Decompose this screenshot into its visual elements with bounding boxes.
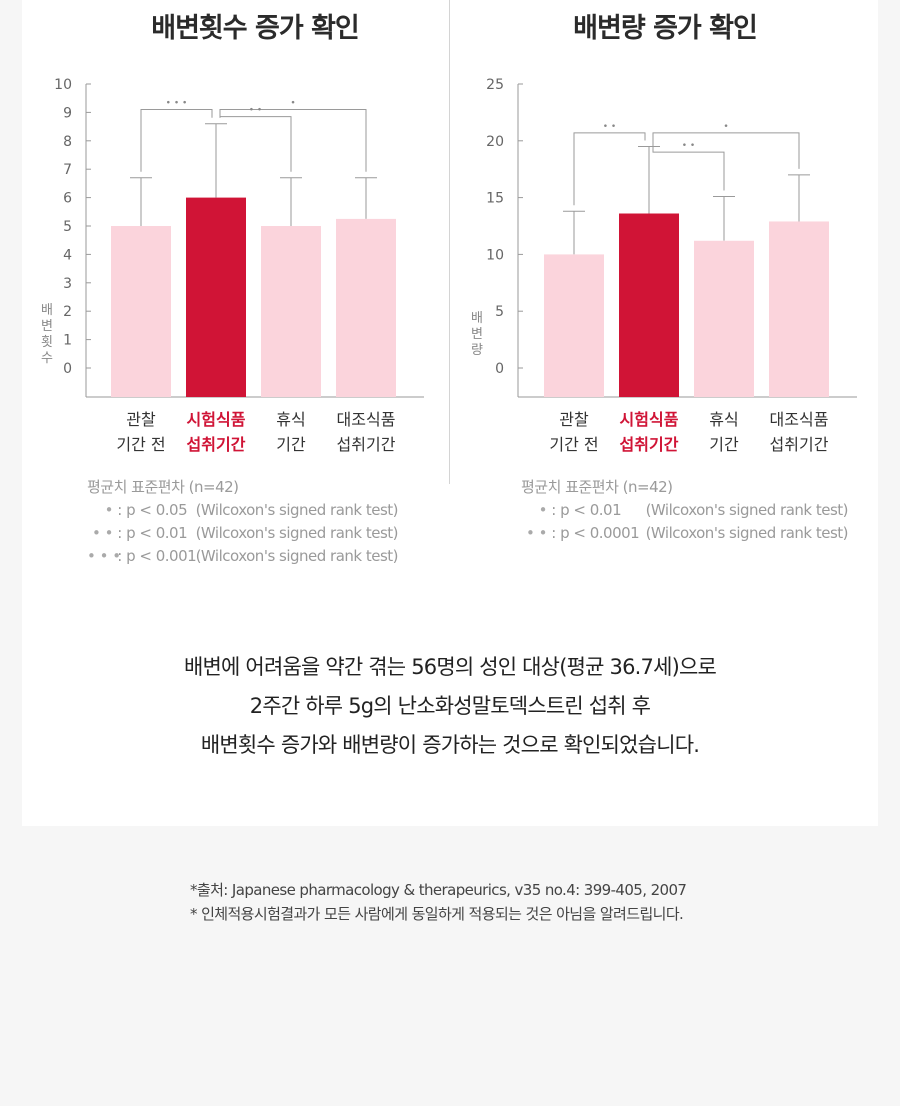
significance-bracket bbox=[652, 140, 725, 191]
y-tick-label: 4 bbox=[63, 247, 72, 263]
significance-mark: • • bbox=[249, 106, 262, 116]
y-tick-label: 5 bbox=[495, 304, 504, 320]
content-card bbox=[22, 0, 878, 826]
y-tick-label: 6 bbox=[63, 191, 72, 207]
significance-mark: • • • bbox=[87, 547, 121, 565]
test-name: (Wilcoxon's signed rank test) bbox=[645, 501, 849, 519]
x-category-label: 휴식 bbox=[709, 410, 738, 429]
legend-title: 평균치 표준편차 (n=42) bbox=[521, 478, 673, 496]
legend-row: • • : p < 0.0001 (Wilcoxon's signed rank… bbox=[521, 522, 849, 545]
y-tick-label: 5 bbox=[63, 219, 72, 235]
legend-row: • • • : p < 0.001 (Wilcoxon's signed ran… bbox=[87, 545, 399, 568]
footnotes: *출처: Japanese pharmacology & therapeuric… bbox=[190, 878, 687, 926]
x-category-label: 시험식품 bbox=[187, 410, 246, 429]
source-citation: *출처: Japanese pharmacology & therapeuric… bbox=[190, 881, 687, 899]
y-tick-label: 25 bbox=[486, 77, 504, 93]
y-tick-label: 9 bbox=[63, 105, 72, 121]
y-axis-label: 량 bbox=[471, 343, 483, 358]
chart-divider bbox=[449, 0, 450, 484]
y-axis-label: 배 bbox=[471, 311, 483, 326]
x-category-label: 섭취기간 bbox=[770, 435, 829, 454]
significance-bracket bbox=[652, 132, 800, 169]
legend-title: 평균치 표준편차 (n=42) bbox=[87, 478, 239, 496]
bar bbox=[186, 197, 246, 397]
y-tick-label: 8 bbox=[63, 134, 72, 150]
significance-mark: • • bbox=[92, 524, 113, 542]
test-name: (Wilcoxon's signed rank test) bbox=[195, 501, 399, 519]
y-tick-label: 7 bbox=[63, 162, 72, 178]
x-category-label: 기간 bbox=[276, 435, 306, 454]
legend-row: • • : p < 0.01 (Wilcoxon's signed rank t… bbox=[87, 522, 399, 545]
significance-mark: • • bbox=[682, 141, 695, 151]
y-axis-label: 배 bbox=[41, 303, 53, 318]
y-tick-label: 15 bbox=[486, 191, 504, 207]
bar bbox=[111, 226, 171, 397]
x-category-label: 기간 bbox=[709, 435, 739, 454]
y-tick-label: 0 bbox=[63, 361, 72, 377]
significance-mark: • • bbox=[603, 122, 616, 132]
summary-line: 2주간 하루 5g의 난소화성말토덱스트린 섭취 후 bbox=[249, 694, 651, 718]
y-axis-label: 횟 bbox=[41, 335, 53, 350]
legend-frequency: 평균치 표준편차 (n=42) • : p < 0.05 (Wilcoxon's… bbox=[87, 476, 399, 568]
y-tick-label: 10 bbox=[54, 77, 72, 93]
bar bbox=[769, 221, 829, 397]
p-value: : p < 0.01 bbox=[551, 501, 622, 519]
x-category-label: 관찰 bbox=[559, 410, 589, 429]
bar bbox=[694, 240, 754, 397]
significance-bracket bbox=[219, 109, 367, 172]
y-tick-label: 20 bbox=[486, 134, 504, 150]
bar bbox=[619, 213, 679, 397]
disclaimer: * 인체적용시험결과가 모든 사람에게 동일하게 적용되는 것은 아님을 알려드… bbox=[190, 905, 684, 923]
bar bbox=[261, 226, 321, 397]
legend-volume: 평균치 표준편차 (n=42) • : p < 0.01 (Wilcoxon's… bbox=[521, 476, 849, 545]
bar bbox=[336, 218, 396, 397]
y-axis-label: 변 bbox=[471, 327, 483, 342]
significance-mark: • bbox=[290, 99, 295, 109]
y-tick-label: 1 bbox=[63, 333, 72, 349]
x-category-label: 섭취기간 bbox=[620, 435, 679, 454]
y-tick-label: 3 bbox=[63, 276, 72, 292]
significance-mark: • bbox=[104, 501, 114, 519]
significance-mark: • bbox=[538, 501, 548, 519]
p-value: : p < 0.05 bbox=[117, 501, 188, 519]
p-value: : p < 0.001 bbox=[117, 547, 197, 565]
legend-row: • : p < 0.05 (Wilcoxon's signed rank tes… bbox=[87, 499, 399, 522]
p-value: : p < 0.0001 bbox=[551, 524, 640, 542]
significance-mark: • • bbox=[526, 524, 547, 542]
bar bbox=[544, 254, 604, 397]
summary-text: 배변에 어려움을 약간 겪는 56명의 성인 대상(평균 36.7세)으로 2주… bbox=[22, 648, 878, 765]
x-category-label: 섭취기간 bbox=[337, 435, 396, 454]
chart-title-frequency: 배변횟수 증가 확인 bbox=[151, 13, 360, 44]
significance-bracket bbox=[140, 109, 213, 172]
test-name: (Wilcoxon's signed rank test) bbox=[195, 547, 399, 565]
x-category-label: 휴식 bbox=[276, 410, 305, 429]
x-category-label: 기간 전 bbox=[549, 435, 598, 454]
significance-bracket bbox=[219, 116, 292, 172]
summary-line: 배변횟수 증가와 배변량이 증가하는 것으로 확인되었습니다. bbox=[200, 733, 700, 757]
y-axis-label: 변 bbox=[41, 319, 53, 334]
legend-row: • : p < 0.01 (Wilcoxon's signed rank tes… bbox=[521, 499, 849, 522]
y-tick-label: 10 bbox=[486, 247, 504, 263]
y-tick-label: 2 bbox=[63, 304, 72, 320]
y-tick-label: 0 bbox=[495, 361, 504, 377]
x-category-label: 시험식품 bbox=[620, 410, 679, 429]
x-category-label: 기간 전 bbox=[116, 435, 165, 454]
significance-bracket bbox=[573, 132, 646, 206]
significance-mark: • • • bbox=[166, 99, 188, 109]
test-name: (Wilcoxon's signed rank test) bbox=[195, 524, 399, 542]
significance-mark: • bbox=[723, 122, 728, 132]
y-axis-label: 수 bbox=[41, 351, 53, 366]
summary-line: 배변에 어려움을 약간 겪는 56명의 성인 대상(평균 36.7세)으로 bbox=[183, 655, 717, 679]
chart-title-volume: 배변량 증가 확인 bbox=[573, 13, 758, 44]
x-category-label: 대조식품 bbox=[337, 410, 396, 429]
x-category-label: 섭취기간 bbox=[187, 435, 246, 454]
test-name: (Wilcoxon's signed rank test) bbox=[645, 524, 849, 542]
x-category-label: 관찰 bbox=[126, 410, 156, 429]
x-category-label: 대조식품 bbox=[770, 410, 829, 429]
p-value: : p < 0.01 bbox=[117, 524, 188, 542]
